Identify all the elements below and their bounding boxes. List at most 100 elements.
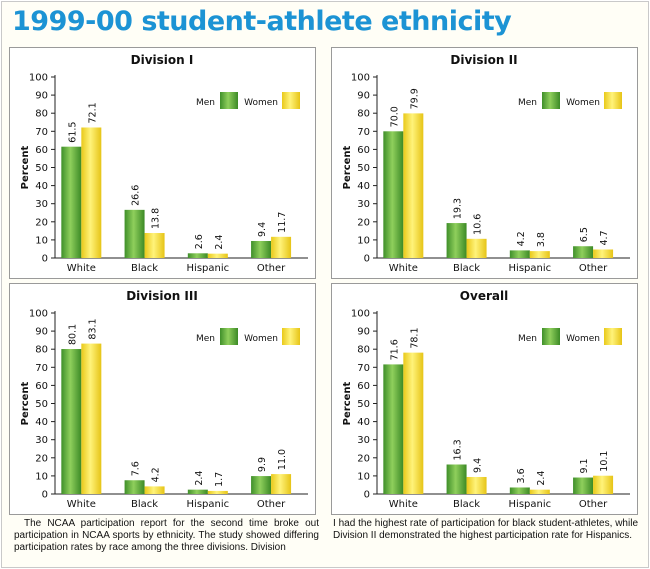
legend: Men Women bbox=[518, 92, 622, 109]
data-label: 72.1 bbox=[87, 102, 98, 123]
data-label: 3.6 bbox=[516, 468, 527, 483]
data-label: 13.8 bbox=[151, 208, 162, 229]
legend: Men Women bbox=[518, 328, 622, 345]
y-tick-label: 40 bbox=[35, 181, 48, 192]
chart-overall: Overall Percent 0 10 20 30 40 50 60 70 80 90 100 71.6… bbox=[342, 289, 630, 510]
bar-men-white bbox=[383, 131, 404, 258]
legend-women-swatch bbox=[604, 328, 622, 345]
y-tick-label: 20 bbox=[35, 217, 48, 228]
y-tick-label: 0 bbox=[364, 254, 370, 265]
data-label: 61.5 bbox=[67, 122, 78, 143]
data-label: 78.1 bbox=[409, 327, 420, 348]
y-tick-label: 90 bbox=[35, 327, 48, 338]
y-tick-label: 90 bbox=[35, 91, 48, 102]
y-tick-label: 60 bbox=[357, 381, 370, 392]
bar-women-white bbox=[81, 127, 102, 259]
y-tick-label: 30 bbox=[35, 435, 48, 446]
chart-panel-division-2: Division II Percent 0 10 20 30 40 50 60 70 80 90 100… bbox=[331, 47, 638, 279]
page-title: 1999-00 student-athlete ethnicity bbox=[12, 6, 512, 37]
y-tick-label: 60 bbox=[35, 381, 48, 392]
chart-division-2: Division II Percent 0 10 20 30 40 50 60 70 80 90 100… bbox=[342, 53, 630, 274]
y-tick-label: 70 bbox=[357, 127, 370, 138]
y-tick-label: 10 bbox=[357, 235, 370, 246]
y-axis-label: Percent bbox=[20, 381, 31, 425]
y-tick-label: 10 bbox=[357, 471, 370, 482]
x-tick-label: Black bbox=[131, 263, 158, 274]
chart-division-3: Division III Percent 0 10 20 30 40 50 60 70 80 90 10… bbox=[20, 289, 308, 510]
legend: Men Women bbox=[196, 92, 300, 109]
x-tick-label: Hispanic bbox=[187, 263, 230, 274]
y-axis-label: Percent bbox=[342, 145, 353, 189]
bar-men-black bbox=[446, 223, 467, 258]
data-label: 2.4 bbox=[194, 471, 205, 486]
data-label: 26.6 bbox=[131, 185, 142, 206]
y-tick-label: 60 bbox=[357, 145, 370, 156]
y-tick-label: 50 bbox=[357, 399, 370, 410]
chart-panel-division-1: Division I Percent 0 10 20 30 40 50 60 70 80 90 100 6… bbox=[9, 47, 316, 279]
bar-women-hispanic bbox=[207, 490, 228, 494]
legend-women-label: Women bbox=[566, 334, 600, 344]
y-axis-label: Percent bbox=[342, 381, 353, 425]
bar-women-other bbox=[271, 236, 292, 258]
bar-women-other bbox=[271, 474, 292, 494]
y-tick-label: 0 bbox=[42, 254, 48, 265]
bar-women-black bbox=[144, 486, 165, 494]
chart-title: Division II bbox=[450, 53, 517, 67]
y-tick-label: 80 bbox=[357, 345, 370, 356]
chart-division-1: Division I Percent 0 10 20 30 40 50 60 70 80 90 100 6… bbox=[20, 53, 308, 274]
x-tick-label: Hispanic bbox=[509, 263, 552, 274]
legend-women-swatch bbox=[282, 328, 300, 345]
data-label: 16.3 bbox=[453, 439, 464, 460]
legend-women-swatch bbox=[604, 92, 622, 109]
bar-women-other bbox=[593, 249, 614, 258]
data-label: 4.7 bbox=[599, 230, 610, 245]
chart-title: Division I bbox=[131, 53, 194, 67]
data-label: 11.7 bbox=[277, 212, 288, 233]
bar-men-black bbox=[124, 480, 145, 494]
y-tick-label: 0 bbox=[364, 490, 370, 501]
x-tick-label: Other bbox=[579, 499, 608, 510]
x-tick-label: Black bbox=[131, 499, 158, 510]
y-tick-label: 20 bbox=[357, 217, 370, 228]
data-label: 2.4 bbox=[536, 471, 547, 486]
bar-women-hispanic bbox=[529, 489, 550, 494]
x-tick-label: Black bbox=[453, 263, 480, 274]
x-tick-label: Other bbox=[257, 263, 286, 274]
legend-men-swatch bbox=[220, 328, 238, 345]
description-right: I had the highest rate of participation … bbox=[333, 518, 638, 541]
chart-panel-division-3: Division III Percent 0 10 20 30 40 50 60 70 80 90 10… bbox=[9, 283, 316, 515]
bar-men-black bbox=[124, 209, 145, 258]
bar-men-black bbox=[446, 464, 467, 494]
y-axis-label: Percent bbox=[20, 145, 31, 189]
y-tick-label: 10 bbox=[35, 235, 48, 246]
y-tick-label: 80 bbox=[35, 109, 48, 120]
legend-women-label: Women bbox=[244, 334, 278, 344]
bar-women-black bbox=[466, 476, 487, 494]
x-tick-label: White bbox=[67, 499, 96, 510]
bar-women-black bbox=[466, 238, 487, 258]
chart-title: Overall bbox=[460, 289, 508, 303]
bar-men-white bbox=[61, 349, 82, 494]
y-tick-label: 70 bbox=[357, 363, 370, 374]
x-tick-label: White bbox=[67, 263, 96, 274]
y-tick-label: 20 bbox=[357, 453, 370, 464]
bar-men-hispanic bbox=[509, 250, 530, 258]
y-tick-label: 90 bbox=[357, 327, 370, 338]
legend-men-swatch bbox=[220, 92, 238, 109]
legend-men-label: Men bbox=[196, 98, 215, 108]
data-label: 19.3 bbox=[453, 198, 464, 219]
bar-women-hispanic bbox=[207, 253, 228, 258]
data-label: 83.1 bbox=[87, 318, 98, 339]
y-tick-label: 70 bbox=[35, 127, 48, 138]
data-label: 2.6 bbox=[194, 234, 205, 249]
bar-men-hispanic bbox=[509, 487, 530, 494]
data-label: 10.6 bbox=[473, 214, 484, 235]
data-label: 79.9 bbox=[409, 88, 420, 109]
y-tick-label: 10 bbox=[35, 471, 48, 482]
legend-men-label: Men bbox=[518, 334, 537, 344]
y-tick-label: 40 bbox=[357, 417, 370, 428]
bar-men-other bbox=[573, 477, 594, 494]
x-tick-label: Other bbox=[257, 499, 286, 510]
data-label: 7.6 bbox=[131, 461, 142, 476]
y-tick-label: 100 bbox=[29, 73, 48, 84]
